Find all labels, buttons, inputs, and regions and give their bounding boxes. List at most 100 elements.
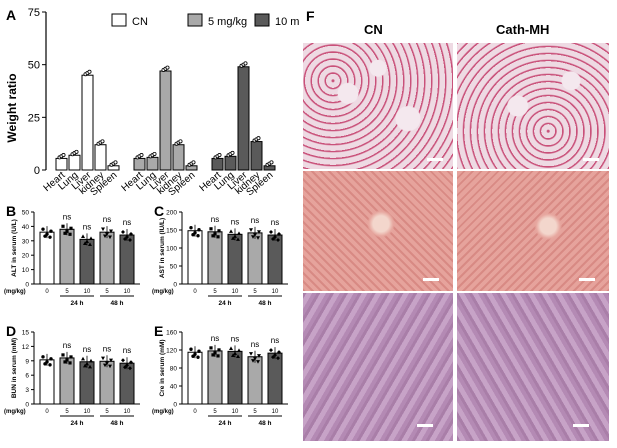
data-point — [125, 235, 129, 240]
data-point — [217, 229, 221, 233]
legend-label: CN — [132, 16, 148, 28]
significance-label: ns — [251, 216, 259, 225]
data-point — [237, 348, 241, 352]
y-tick-label: 50 — [28, 60, 40, 72]
panel-letter: D — [6, 323, 16, 339]
y-tick-label: 50 — [22, 210, 30, 217]
data-point — [48, 235, 52, 239]
y-tick-label: 50 — [170, 264, 178, 271]
data-point — [81, 356, 85, 361]
data-point — [68, 361, 72, 365]
y-tick-label: 160 — [166, 330, 177, 337]
data-point — [41, 227, 45, 231]
y-tick-label: 25 — [28, 112, 40, 124]
dose-label: 0 — [45, 289, 49, 295]
dose-label: 10 — [124, 289, 131, 295]
data-point — [249, 228, 253, 232]
bar — [207, 350, 223, 405]
data-point — [271, 355, 275, 360]
data-point — [128, 238, 132, 243]
y-tick-label: 0 — [173, 402, 177, 409]
data-point — [87, 69, 92, 74]
data-point — [139, 153, 144, 158]
data-point — [129, 232, 133, 237]
dose-label: 10 — [272, 409, 279, 415]
data-point — [121, 230, 125, 235]
kidney-cath-mh-image — [456, 292, 610, 442]
data-point — [83, 241, 87, 245]
data-point — [189, 347, 193, 351]
data-point — [63, 360, 67, 364]
y-axis-label: Weight ratio — [5, 73, 19, 142]
time-label: 24 h — [70, 300, 83, 307]
bar — [79, 238, 95, 285]
data-point — [109, 229, 113, 234]
data-point — [251, 359, 255, 363]
significance-label: ns — [123, 346, 131, 355]
bar — [59, 228, 75, 285]
bar — [94, 144, 107, 171]
data-point — [108, 235, 112, 240]
dose-label: 10 — [84, 409, 91, 415]
scale-bar — [427, 158, 443, 161]
data-point — [88, 242, 92, 246]
data-point — [68, 232, 72, 236]
data-point — [231, 353, 235, 357]
data-point — [108, 364, 112, 369]
dose-unit-label: (mg/kg) — [4, 289, 26, 295]
data-point — [103, 234, 107, 239]
bar — [59, 357, 75, 405]
dose-label: 0 — [45, 409, 49, 415]
data-point — [229, 229, 233, 233]
data-point — [121, 358, 125, 363]
data-point — [257, 354, 261, 358]
scale-bar — [417, 424, 433, 427]
data-point — [273, 235, 277, 240]
data-point — [211, 353, 215, 357]
data-point — [277, 232, 281, 237]
data-point — [216, 354, 220, 358]
bar — [185, 165, 198, 171]
panel-letter: B — [6, 203, 16, 219]
dose-label: 10 — [272, 289, 279, 295]
significance-label: ns — [211, 334, 219, 343]
y-tick-label: 20 — [22, 253, 30, 260]
data-point — [85, 361, 89, 366]
significance-label: ns — [83, 222, 91, 231]
dose-label: 5 — [105, 289, 109, 295]
significance-label: ns — [231, 334, 239, 343]
y-tick-label: 40 — [22, 224, 30, 231]
data-point — [217, 348, 221, 352]
dose-unit-label: (mg/kg) — [152, 409, 174, 415]
column-header-cn: CN — [364, 22, 383, 37]
time-label: 48 h — [258, 300, 271, 307]
data-point — [209, 346, 213, 350]
bar — [172, 144, 185, 171]
legend-swatch — [254, 13, 270, 27]
bar — [81, 74, 94, 171]
data-point — [83, 363, 87, 368]
data-point — [211, 234, 215, 238]
y-tick-label: 3 — [25, 387, 29, 394]
data-point — [209, 227, 213, 231]
data-point — [61, 353, 65, 357]
data-point — [196, 355, 200, 359]
data-point — [123, 237, 127, 242]
y-tick-label: 0 — [34, 165, 40, 177]
y-tick-label: 0 — [25, 282, 29, 289]
time-label: 24 h — [218, 420, 231, 427]
significance-label: ns — [83, 345, 91, 354]
dose-label: 5 — [213, 289, 217, 295]
data-point — [81, 234, 85, 238]
data-point — [256, 136, 261, 141]
bar — [107, 165, 120, 171]
data-point — [277, 350, 281, 355]
bar — [247, 356, 263, 405]
y-axis-label: Cre in serum (mM) — [159, 339, 166, 396]
liver-cath-mh-image — [456, 170, 610, 292]
data-point — [236, 237, 240, 241]
bar — [211, 157, 224, 171]
